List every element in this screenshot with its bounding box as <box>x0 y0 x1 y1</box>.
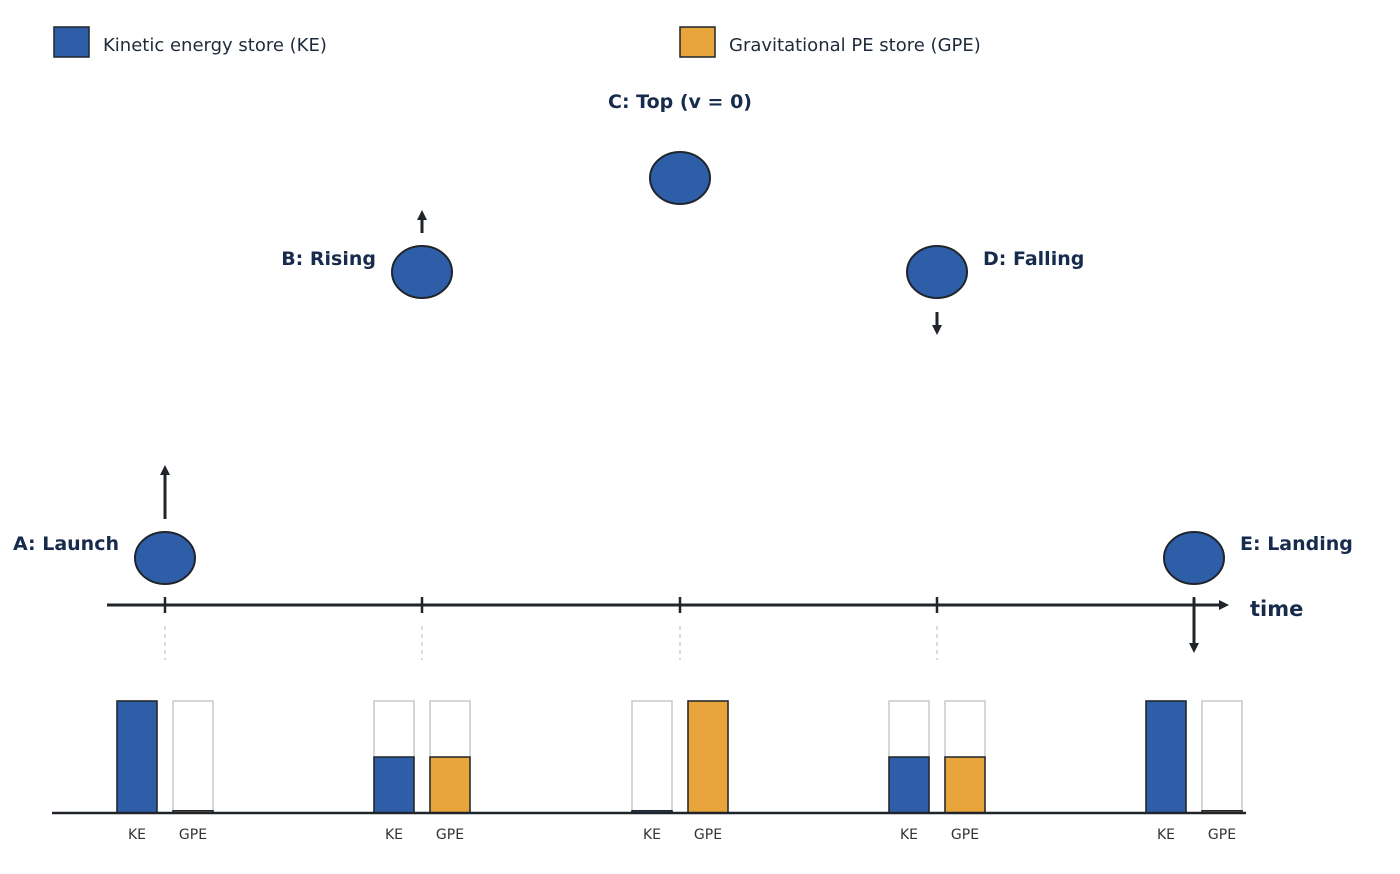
legend: Kinetic energy store (KE) Gravitational … <box>53 26 981 58</box>
energy-bars: KE GPE KE GPE KE GPE KE GPE KE GPE <box>116 700 1243 843</box>
gpe-bar-capacity <box>1201 700 1243 814</box>
ball-b <box>391 245 453 299</box>
ke-bar-label: KE <box>1157 827 1175 843</box>
gpe-bar-label: GPE <box>179 827 207 843</box>
stage-label-e: E: Landing <box>1240 533 1353 555</box>
ball-c <box>649 151 711 205</box>
time-axis-label: time <box>1250 597 1303 621</box>
trajectory: A: Launch B: Rising C: Top (v = 0) D: Fa… <box>13 91 1353 653</box>
ke-bar-label: KE <box>385 827 403 843</box>
gpe-bar-capacity <box>172 700 214 814</box>
ke-bar <box>1145 700 1187 814</box>
ke-bar <box>373 756 415 814</box>
ke-bar-label: KE <box>643 827 661 843</box>
stage-label-c: C: Top (v = 0) <box>608 91 752 113</box>
legend-gpe-swatch <box>679 26 716 58</box>
stage-label-d: D: Falling <box>983 248 1084 270</box>
gpe-bar-label: GPE <box>436 827 464 843</box>
ball-d <box>906 245 968 299</box>
gpe-bar-label: GPE <box>951 827 979 843</box>
stage-label-a: A: Launch <box>13 533 119 555</box>
time-axis: time <box>107 597 1303 660</box>
ball-a <box>134 531 196 585</box>
gpe-bar <box>687 700 729 814</box>
gpe-bar-label: GPE <box>694 827 722 843</box>
gpe-bar <box>429 756 471 814</box>
gpe-bar-label: GPE <box>1208 827 1236 843</box>
ke-bar-label: KE <box>128 827 146 843</box>
ke-bar-label: KE <box>900 827 918 843</box>
legend-gpe-label: Gravitational PE store (GPE) <box>729 35 981 56</box>
gpe-bar <box>944 756 986 814</box>
ke-bar-capacity <box>631 700 673 814</box>
legend-ke-swatch <box>53 26 90 58</box>
ball-e <box>1163 531 1225 585</box>
stage-label-b: B: Rising <box>281 248 376 270</box>
ke-bar <box>116 700 158 814</box>
legend-ke-label: Kinetic energy store (KE) <box>103 35 327 56</box>
ke-bar <box>888 756 930 814</box>
